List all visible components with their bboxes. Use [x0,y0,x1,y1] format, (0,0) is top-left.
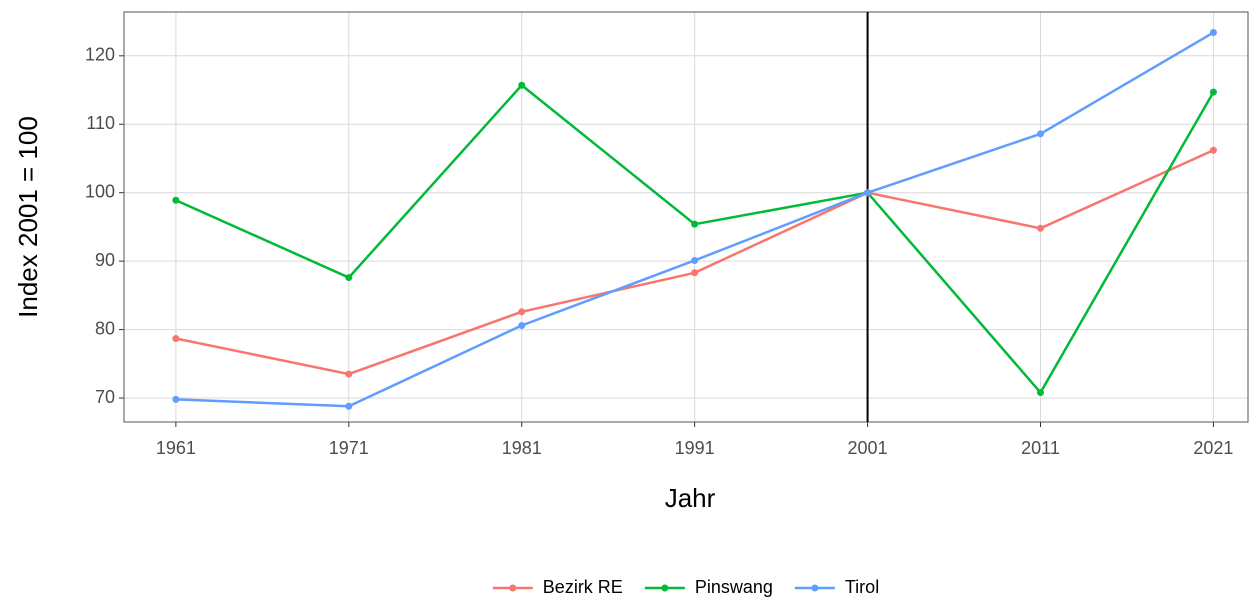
point [345,370,353,378]
point [1036,389,1044,397]
point [1209,88,1217,96]
point [345,402,353,410]
legend-key-point [811,584,819,592]
point [1209,146,1217,154]
y-tick-label: 110 [86,113,115,133]
legend-key-point [509,584,517,592]
point [1209,29,1217,37]
y-tick-label: 120 [85,45,115,65]
point [172,395,180,403]
y-tick-label: 90 [95,250,115,270]
panel-border [123,11,1249,423]
point [172,334,180,342]
point [518,308,526,316]
point [691,220,699,228]
point [1036,130,1044,138]
point [691,269,699,277]
x-tick-label: 2001 [848,438,888,458]
x-tick-label: 2011 [1021,438,1060,458]
point [864,189,872,197]
legend-key-point [661,584,669,592]
x-tick-label: 1981 [502,438,542,458]
y-axis-label: Index 2001 = 100 [13,116,43,318]
x-tick-label: 1991 [675,438,715,458]
y-tick-label: 80 [95,318,115,338]
point [518,321,526,329]
point [172,196,180,204]
point [518,81,526,89]
x-tick-label: 1971 [329,438,369,458]
y-tick-label: 70 [95,387,115,407]
point [1036,224,1044,232]
y-tick-label: 100 [85,181,115,201]
point [345,274,353,282]
legend-label: Bezirk RE [543,577,623,597]
x-axis-label: Jahr [665,483,716,513]
point [691,256,699,264]
legend-label: Pinswang [695,577,773,597]
x-tick-label: 1961 [156,438,196,458]
x-tick-label: 2021 [1193,438,1233,458]
legend-label: Tirol [845,577,879,597]
